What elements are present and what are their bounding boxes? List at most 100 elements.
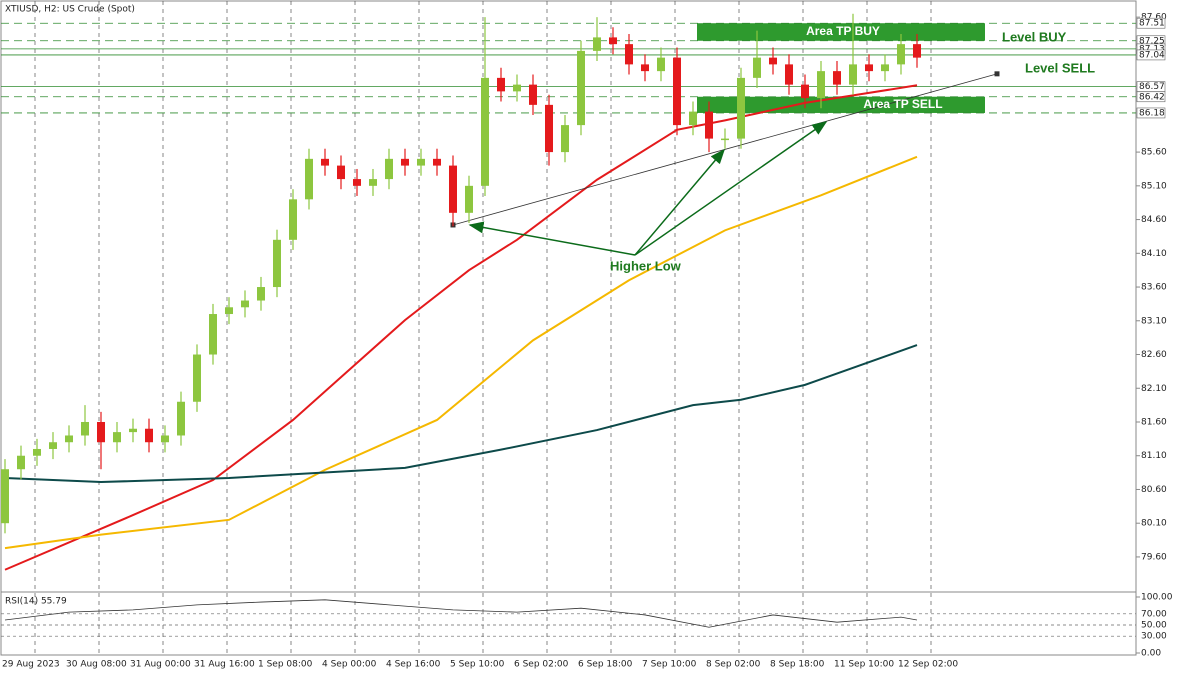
candle-body bbox=[497, 77, 505, 92]
zone-label: Area TP SELL bbox=[863, 97, 942, 111]
x-tick-label: 6 Sep 02:00 bbox=[514, 660, 569, 670]
candle-body bbox=[689, 111, 697, 126]
candle-body bbox=[209, 314, 217, 355]
candle-body bbox=[785, 64, 793, 85]
candle-body bbox=[17, 455, 25, 470]
candle-body bbox=[801, 84, 809, 99]
candle-body bbox=[609, 37, 617, 45]
candle-body bbox=[433, 158, 441, 166]
rsi-label: RSI(14) 55.79 bbox=[5, 597, 67, 607]
y-tick-label: 80.60 bbox=[1141, 485, 1167, 495]
level-tag bbox=[1136, 17, 1166, 29]
candle-body bbox=[1, 469, 9, 524]
candle-body bbox=[321, 158, 329, 166]
moving-average bbox=[4, 344, 918, 484]
y-tick-label: 81.60 bbox=[1141, 417, 1167, 427]
candle-body bbox=[737, 77, 745, 139]
candle-body bbox=[225, 307, 233, 315]
candle-body bbox=[401, 158, 409, 166]
level-tag bbox=[1136, 107, 1166, 119]
x-tick-label: 5 Sep 10:00 bbox=[450, 660, 505, 670]
candle-body bbox=[833, 71, 841, 85]
trendline bbox=[452, 73, 998, 226]
candle-body bbox=[625, 44, 633, 65]
candle-body bbox=[849, 64, 857, 85]
level-label: 86.42 bbox=[1139, 92, 1165, 102]
level-label: 86.18 bbox=[1139, 108, 1165, 118]
candle-body bbox=[561, 125, 569, 153]
level-label: 87.25 bbox=[1139, 36, 1165, 46]
y-tick-label: 0.00 bbox=[1141, 649, 1161, 659]
y-tick-label: 82.10 bbox=[1141, 384, 1167, 394]
y-tick-label: 84.60 bbox=[1141, 215, 1167, 225]
zone-label: Area TP BUY bbox=[806, 24, 880, 38]
arrow bbox=[634, 148, 725, 256]
y-tick-label: 100.00 bbox=[1141, 593, 1173, 603]
y-tick-label: 30.00 bbox=[1141, 632, 1167, 642]
y-tick-label: 83.10 bbox=[1141, 316, 1167, 326]
candle-body bbox=[113, 432, 121, 443]
x-tick-label: 11 Sep 10:00 bbox=[834, 660, 894, 670]
candle-body bbox=[129, 428, 137, 433]
candle-body bbox=[241, 300, 249, 308]
candle-body bbox=[913, 44, 921, 58]
y-tick-label: 87.60 bbox=[1141, 13, 1167, 23]
candle-body bbox=[769, 57, 777, 65]
moving-average bbox=[4, 155, 918, 550]
y-tick-label: 79.60 bbox=[1141, 552, 1167, 562]
candle-body bbox=[385, 158, 393, 180]
y-tick-label: 82.60 bbox=[1141, 350, 1167, 360]
x-tick-label: 7 Sep 10:00 bbox=[642, 660, 697, 670]
level-label: 87.51 bbox=[1139, 19, 1165, 29]
x-tick-label: 29 Aug 2023 bbox=[2, 660, 60, 670]
trend-point bbox=[994, 71, 1000, 77]
candle-body bbox=[897, 44, 905, 65]
x-tick-label: 4 Sep 00:00 bbox=[322, 660, 377, 670]
candle-body bbox=[369, 179, 377, 186]
level-label: 87.04 bbox=[1139, 50, 1165, 60]
candle-body bbox=[881, 64, 889, 72]
candle-body bbox=[337, 165, 345, 180]
candle-body bbox=[481, 77, 489, 186]
candle-body bbox=[65, 435, 73, 443]
candle-body bbox=[865, 64, 873, 72]
y-tick-label: 50.00 bbox=[1141, 621, 1167, 631]
y-tick-label: 85.10 bbox=[1141, 181, 1167, 191]
x-tick-label: 31 Aug 16:00 bbox=[194, 660, 255, 670]
level-label: 86.57 bbox=[1139, 82, 1165, 92]
candle-body bbox=[273, 239, 281, 288]
candle-body bbox=[33, 448, 41, 456]
moving-average bbox=[4, 84, 918, 571]
zone bbox=[697, 96, 985, 113]
candle-body bbox=[257, 287, 265, 301]
candle-body bbox=[449, 165, 457, 213]
candle-body bbox=[49, 442, 57, 449]
arrows bbox=[468, 121, 828, 256]
candle-body bbox=[305, 158, 313, 200]
y-tick-label: 83.60 bbox=[1141, 283, 1167, 293]
zone bbox=[697, 23, 985, 41]
candle-body bbox=[705, 111, 713, 139]
x-tick-label: 8 Sep 18:00 bbox=[770, 660, 825, 670]
candle-body bbox=[289, 199, 297, 240]
candle-body bbox=[577, 50, 585, 126]
y-tick-label: 84.10 bbox=[1141, 249, 1167, 259]
y-tick-label: 85.60 bbox=[1141, 148, 1167, 158]
candle-body bbox=[529, 84, 537, 105]
rsi-line bbox=[4, 599, 918, 628]
candle-body bbox=[161, 435, 169, 443]
candle-body bbox=[193, 354, 201, 402]
candle-body bbox=[513, 84, 521, 92]
candle-body bbox=[545, 104, 553, 153]
candle-body bbox=[593, 37, 601, 51]
candle-body bbox=[81, 421, 89, 436]
candle-body bbox=[641, 64, 649, 72]
x-tick-label: 1 Sep 08:00 bbox=[258, 660, 313, 670]
x-tick-label: 30 Aug 08:00 bbox=[66, 660, 127, 670]
candle-body bbox=[721, 138, 729, 141]
x-tick-label: 4 Sep 16:00 bbox=[386, 660, 441, 670]
candle-body bbox=[417, 158, 425, 166]
candle-body bbox=[145, 428, 153, 443]
y-tick-label: 81.10 bbox=[1141, 451, 1167, 461]
